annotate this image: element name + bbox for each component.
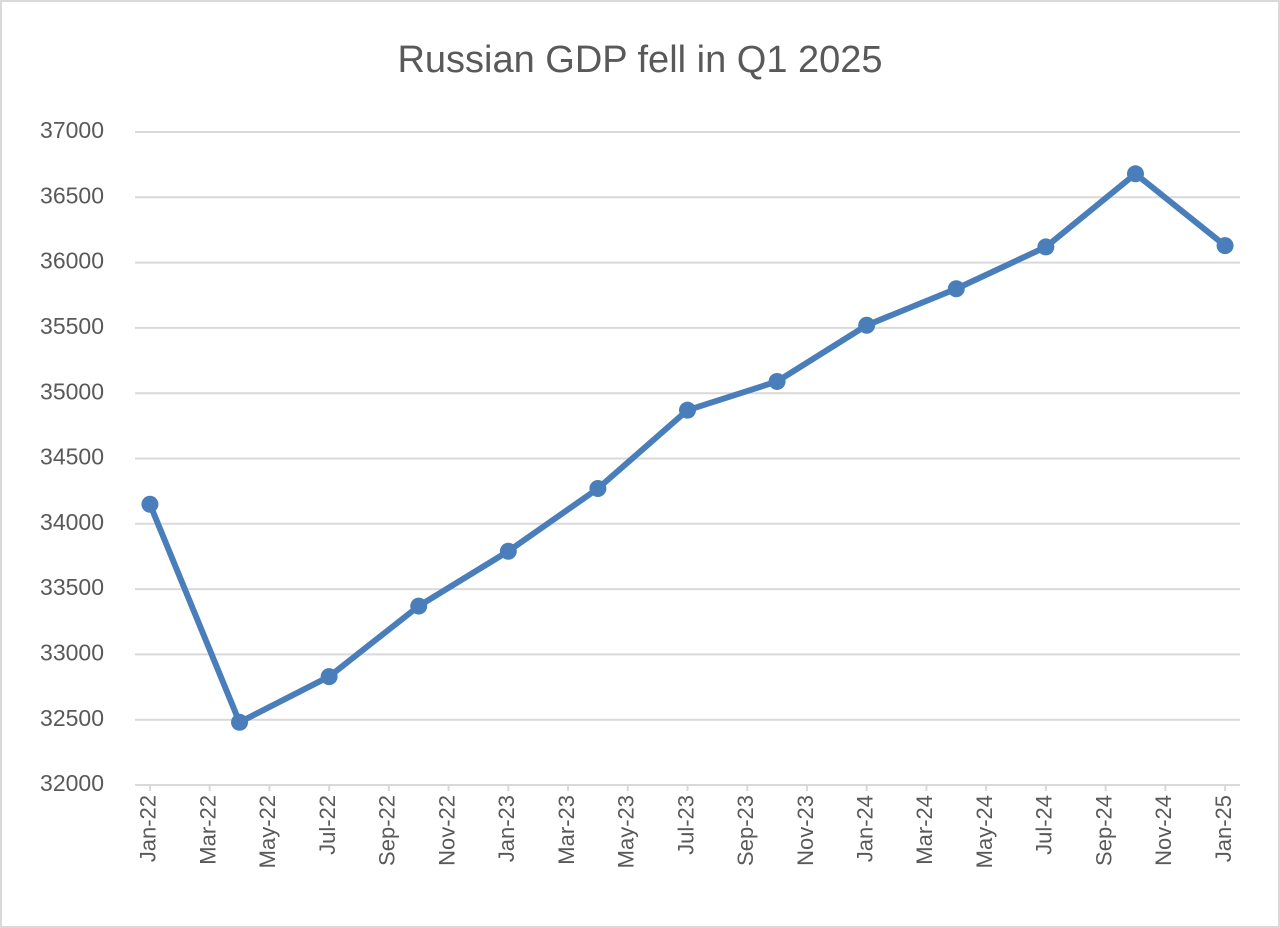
data-point: [320, 668, 338, 686]
x-tick-label: Jul-24: [1032, 795, 1057, 855]
x-tick-label: Jan-23: [494, 795, 519, 862]
x-tick-label: Nov-24: [1151, 795, 1176, 866]
x-tick-label: May-22: [255, 795, 280, 868]
data-point: [1037, 238, 1055, 256]
x-tick-label: May-23: [614, 795, 639, 868]
chart-title: Russian GDP fell in Q1 2025: [397, 39, 882, 81]
x-tick-label: Mar-22: [195, 795, 220, 865]
y-tick-label: 32000: [40, 770, 104, 796]
x-tick-label: May-24: [972, 795, 997, 868]
data-point: [410, 597, 428, 615]
y-tick-label: 34000: [40, 509, 104, 535]
x-tick-label: Sep-22: [375, 795, 400, 866]
data-point: [231, 713, 249, 731]
y-tick-label: 34500: [40, 444, 104, 470]
y-tick-label: 36500: [40, 182, 104, 208]
x-tick-label: Mar-24: [912, 795, 937, 865]
data-point: [1216, 237, 1234, 255]
data-point: [499, 542, 517, 560]
y-tick-label: 35000: [40, 378, 104, 404]
x-tick-label: Mar-23: [554, 795, 579, 865]
data-point: [858, 316, 876, 334]
x-tick-label: Nov-22: [434, 795, 459, 866]
y-tick-label: 33000: [40, 639, 104, 665]
data-point: [947, 280, 965, 298]
x-tick-label: Jul-23: [673, 795, 698, 855]
data-point: [768, 372, 786, 390]
x-tick-label: Jul-22: [315, 795, 340, 855]
x-tick-label: Nov-23: [793, 795, 818, 866]
x-tick-label: Sep-24: [1091, 795, 1116, 866]
y-tick-label: 33500: [40, 574, 104, 600]
y-tick-label: 35500: [40, 313, 104, 339]
x-tick-label: Jan-24: [853, 795, 878, 862]
data-point: [1126, 165, 1144, 183]
data-point: [589, 480, 607, 498]
x-tick-label: Jan-22: [136, 795, 161, 862]
y-tick-label: 37000: [40, 117, 104, 143]
y-tick-label: 32500: [40, 705, 104, 731]
y-tick-label: 36000: [40, 248, 104, 274]
data-point: [679, 401, 696, 419]
x-tick-label: Sep-23: [733, 795, 758, 866]
data-point: [141, 495, 159, 513]
x-tick-label: Jan-25: [1211, 795, 1236, 862]
